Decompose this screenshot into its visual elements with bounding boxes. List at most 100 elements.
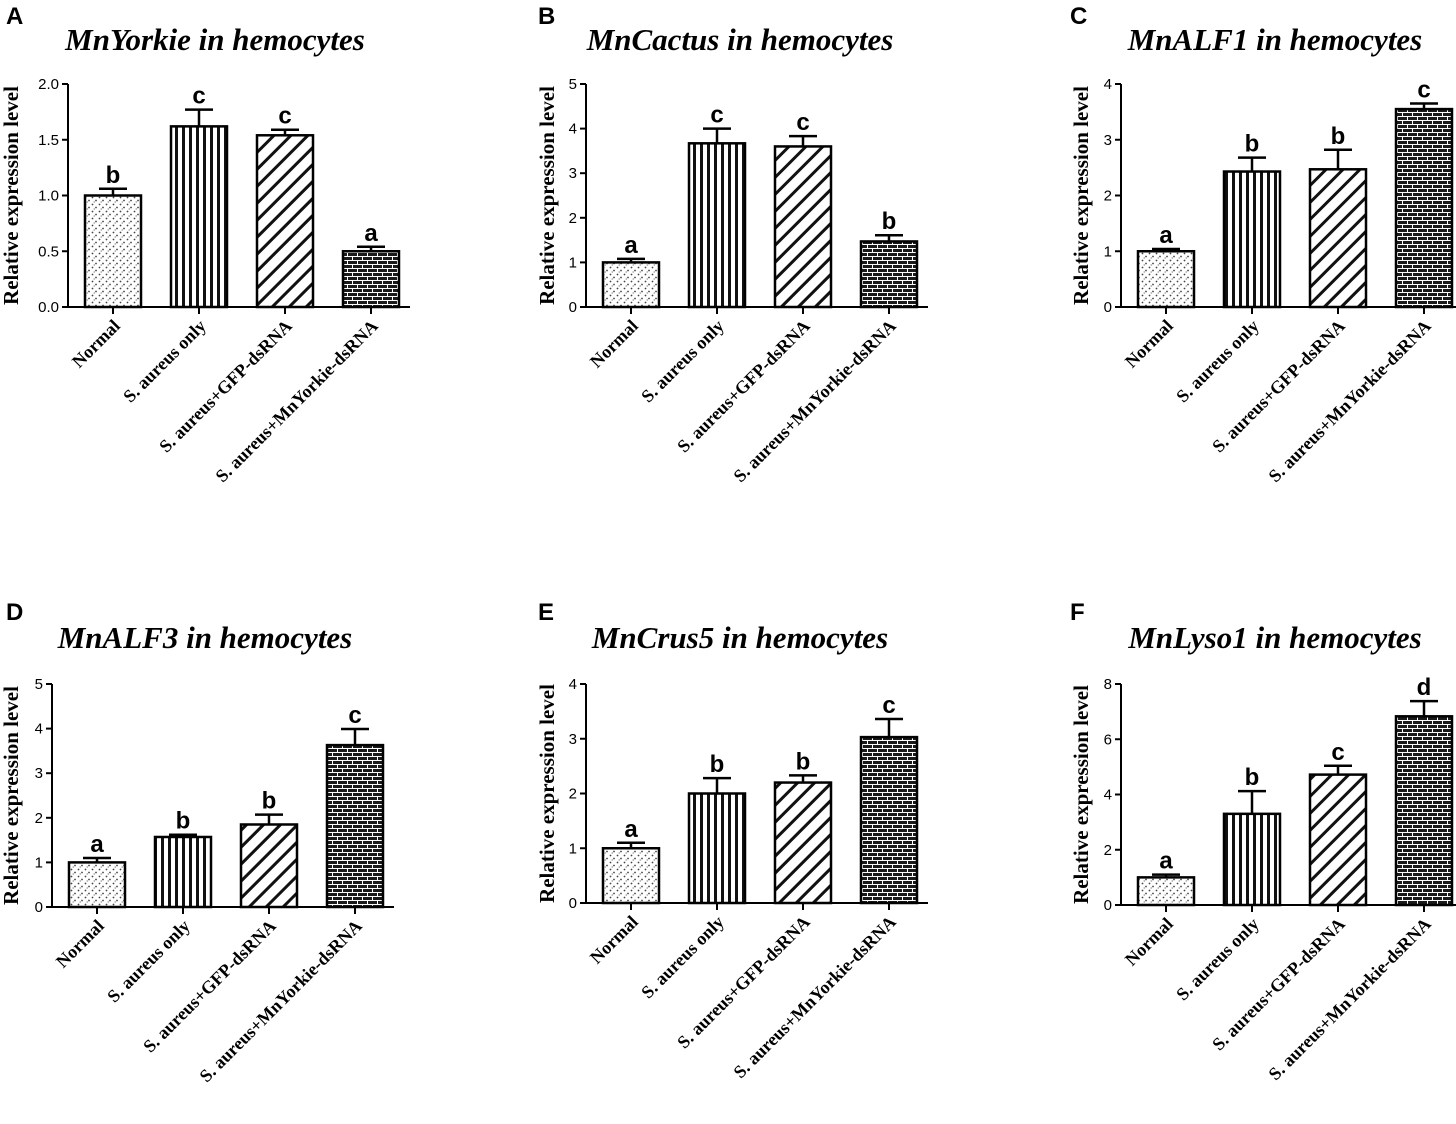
significance-label: a xyxy=(624,816,638,843)
significance-label: b xyxy=(176,808,191,835)
bar xyxy=(1308,168,1368,309)
bar xyxy=(67,861,127,909)
bar xyxy=(1222,170,1282,309)
category-label: S. aureus only xyxy=(637,912,728,1003)
y-tick-label: 6 xyxy=(1104,731,1112,748)
bar xyxy=(601,847,661,905)
significance-label: c xyxy=(796,109,809,136)
significance-label: b xyxy=(1245,131,1260,158)
significance-label: a xyxy=(1159,848,1173,875)
chart-title: MnALF1 in hemocytes xyxy=(1127,22,1423,57)
significance-label: c xyxy=(882,692,895,719)
category-label: S. aureus+MnYorkie-dsRNA xyxy=(211,316,381,486)
chart-panel-a: A MnYorkie in hemocytes Relative expressio… xyxy=(0,3,410,486)
bar xyxy=(773,145,833,309)
chart-panel-c: C MnALF1 in hemocytes Relative expression … xyxy=(1069,3,1456,486)
category-label: S. aureus+MnYorkie-dsRNA xyxy=(1264,914,1434,1084)
y-tick-label: 4 xyxy=(569,676,577,693)
bar xyxy=(1222,812,1282,907)
significance-label: b xyxy=(1331,123,1346,150)
significance-label: b xyxy=(882,208,897,235)
bar xyxy=(1136,250,1196,309)
category-label: Normal xyxy=(52,916,108,972)
bar xyxy=(687,142,747,309)
y-tick-label: 0 xyxy=(1104,299,1112,316)
y-tick-label: 1 xyxy=(569,840,577,857)
category-label: Normal xyxy=(1121,914,1177,970)
y-tick-label: 4 xyxy=(569,121,577,138)
bar xyxy=(169,125,229,309)
category-label: S. aureus+MnYorkie-dsRNA xyxy=(1264,316,1434,486)
category-label: S. aureus only xyxy=(103,916,194,1007)
significance-label: a xyxy=(624,232,638,259)
chart-panel-f: F MnLyso1 in hemocytes Relative expression… xyxy=(1069,599,1456,1084)
y-tick-label: 5 xyxy=(35,676,43,693)
y-axis-label: Relative expression level xyxy=(535,684,559,903)
category-label: S. aureus+MnYorkie-dsRNA xyxy=(729,912,899,1082)
y-axis-label: Relative expression level xyxy=(1069,86,1093,305)
category-label: S. aureus only xyxy=(1172,914,1263,1005)
y-tick-label: 0 xyxy=(569,299,577,316)
y-tick-label: 1 xyxy=(569,254,577,271)
y-axis-label: Relative expression level xyxy=(1069,685,1093,904)
category-label: Normal xyxy=(586,316,642,372)
y-tick-label: 2 xyxy=(569,786,577,803)
bar xyxy=(773,781,833,905)
significance-label: c xyxy=(710,102,723,129)
category-label: Normal xyxy=(68,316,124,372)
significance-label: b xyxy=(710,751,725,778)
y-axis-label: Relative expression level xyxy=(535,86,559,305)
category-label: S. aureus only xyxy=(1172,316,1263,407)
category-label: S. aureus+MnYorkie-dsRNA xyxy=(195,916,365,1086)
y-tick-label: 3 xyxy=(569,731,577,748)
y-tick-label: 3 xyxy=(35,765,43,782)
y-tick-label: 0 xyxy=(569,895,577,912)
y-tick-label: 0 xyxy=(1104,897,1112,914)
y-tick-label: 2 xyxy=(1104,188,1112,205)
y-tick-label: 3 xyxy=(569,165,577,182)
chart-title: MnCrus5 in hemocytes xyxy=(591,620,888,655)
bar xyxy=(1394,715,1454,907)
y-tick-label: 1 xyxy=(35,854,43,871)
y-tick-label: 8 xyxy=(1104,676,1112,693)
significance-label: b xyxy=(106,162,121,189)
significance-label: c xyxy=(1331,739,1344,766)
category-label: S. aureus+MnYorkie-dsRNA xyxy=(729,316,899,486)
y-axis-label: Relative expression level xyxy=(0,86,23,305)
bar xyxy=(153,835,213,909)
bar xyxy=(325,743,385,909)
significance-label: a xyxy=(364,220,378,247)
bar xyxy=(1136,876,1196,907)
significance-label: d xyxy=(1417,674,1432,701)
bar xyxy=(1308,773,1368,907)
y-tick-label: 2 xyxy=(35,810,43,827)
y-tick-label: 3 xyxy=(1104,132,1112,149)
significance-label: b xyxy=(1245,764,1260,791)
chart-panel-e: E MnCrus5 in hemocytes Relative expression… xyxy=(535,599,928,1082)
y-tick-label: 2.0 xyxy=(38,76,59,93)
significance-label: c xyxy=(348,702,361,729)
significance-label: a xyxy=(1159,222,1173,249)
y-tick-label: 0.5 xyxy=(38,243,59,260)
bar xyxy=(255,134,315,309)
bar xyxy=(1394,107,1454,309)
bar xyxy=(239,823,299,909)
panel-letter: F xyxy=(1070,599,1085,626)
panel-letter: D xyxy=(6,599,23,626)
chart-title: MnYorkie in hemocytes xyxy=(64,22,365,57)
y-tick-label: 0 xyxy=(35,899,43,916)
y-tick-label: 4 xyxy=(1104,76,1112,93)
bar xyxy=(859,735,919,905)
bar xyxy=(601,261,661,309)
bar xyxy=(859,240,919,309)
bar xyxy=(341,250,401,309)
y-tick-label: 2 xyxy=(569,210,577,227)
chart-panel-b: B MnCactus in hemocytes Relative expressio… xyxy=(535,3,928,486)
category-label: S. aureus only xyxy=(637,316,728,407)
y-tick-label: 1.5 xyxy=(38,132,59,149)
significance-label: b xyxy=(262,788,277,815)
significance-label: c xyxy=(1417,77,1430,104)
y-tick-label: 1.0 xyxy=(38,188,59,205)
y-axis-label: Relative expression level xyxy=(0,686,23,905)
